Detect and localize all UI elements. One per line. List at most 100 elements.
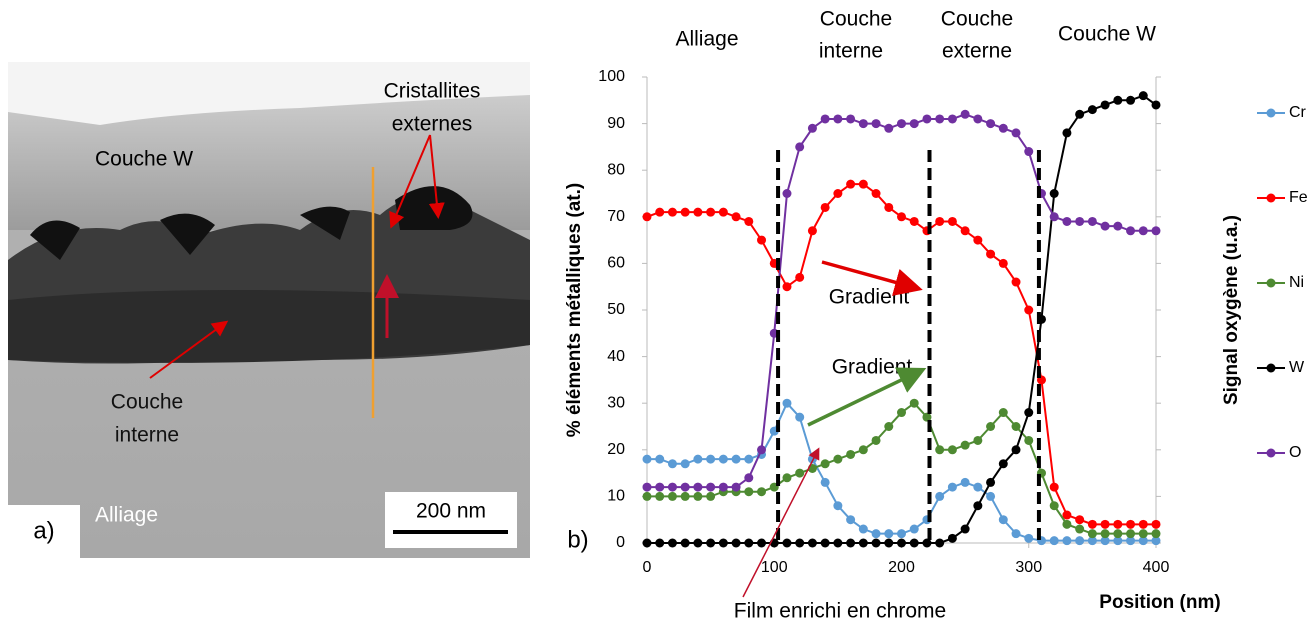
data-point (846, 449, 856, 459)
data-point (820, 202, 830, 212)
data-point (1062, 510, 1072, 520)
data-point (757, 487, 767, 497)
data-point (680, 482, 690, 492)
data-point (1075, 216, 1085, 226)
data-point (986, 249, 996, 259)
data-point (935, 216, 945, 226)
series-line (646, 183, 1156, 526)
data-point (947, 482, 957, 492)
data-point (1011, 128, 1021, 138)
zone-label: interne (819, 40, 883, 63)
data-point (718, 454, 728, 464)
data-point (935, 491, 945, 501)
data-point (947, 445, 957, 455)
data-point (731, 212, 741, 222)
data-point (1126, 536, 1136, 546)
arrow (807, 367, 927, 427)
annotation: Gradient (832, 356, 913, 379)
layer-label: Couche (111, 391, 183, 414)
data-point (1113, 536, 1123, 546)
data-point (1075, 536, 1085, 546)
data-point (871, 538, 881, 548)
data-point (1087, 536, 1097, 546)
data-point (795, 538, 805, 548)
data-point (782, 538, 792, 548)
data-point (909, 538, 919, 548)
data-point (693, 491, 703, 501)
data-point (960, 109, 970, 119)
data-point (680, 459, 690, 469)
data-point (884, 529, 894, 539)
legend-label: W (1289, 359, 1305, 376)
data-point (706, 482, 716, 492)
data-point (1138, 226, 1148, 236)
series-line (647, 94, 1157, 544)
data-point (718, 538, 728, 548)
data-point (680, 207, 690, 217)
data-point (820, 538, 830, 548)
data-point (1062, 216, 1072, 226)
plot: 0 10 20 30 40 50 60 70 80 90 100 0 100 200 300 400 Cr Fe N… (598, 68, 1307, 576)
data-point (871, 119, 881, 129)
data-point (973, 501, 983, 511)
y-tick-label: 80 (607, 161, 625, 178)
y-tick-label: 100 (598, 68, 625, 85)
legend-label: O (1289, 444, 1301, 461)
data-point (909, 398, 919, 408)
data-point (871, 189, 881, 198)
data-point (833, 454, 843, 464)
legend-marker (1266, 193, 1276, 203)
micrograph: Couche W Cristallites externes Couche in… (8, 62, 530, 558)
data-point (1151, 529, 1161, 539)
data-point (833, 114, 843, 124)
data-point (1138, 91, 1148, 101)
data-point (782, 189, 792, 198)
data-point (782, 282, 792, 292)
zone-label: Couche (941, 8, 1013, 31)
x-tick-label: 0 (643, 559, 652, 576)
data-point (744, 454, 754, 464)
data-point (757, 235, 767, 245)
data-point (1087, 216, 1097, 226)
data-point (706, 538, 716, 548)
data-point (884, 202, 894, 212)
data-point (1087, 529, 1097, 539)
layer-label: externes (392, 113, 473, 136)
data-point (744, 538, 754, 548)
data-point (642, 491, 652, 501)
data-point (1011, 445, 1021, 455)
data-point (1100, 519, 1110, 529)
data-point (820, 114, 830, 124)
data-point (884, 538, 894, 548)
data-point (897, 119, 906, 129)
data-point (1126, 519, 1136, 529)
data-point (846, 538, 856, 548)
data-point (807, 226, 817, 236)
data-point (731, 538, 741, 548)
data-point (871, 435, 881, 445)
data-point (1049, 536, 1059, 546)
data-point (1100, 529, 1110, 539)
data-point (947, 533, 957, 543)
data-point (1024, 435, 1034, 445)
panel-label: a) (33, 517, 54, 544)
data-point (655, 482, 665, 492)
data-point (642, 212, 652, 222)
data-point (693, 538, 703, 548)
data-point (642, 454, 652, 464)
annotation: Film enrichi en chrome (734, 600, 946, 623)
data-point (858, 119, 868, 129)
y-tick-label: 40 (607, 348, 625, 365)
data-point (706, 491, 716, 501)
data-point (973, 435, 983, 445)
data-point (1100, 536, 1110, 546)
data-point (795, 412, 805, 422)
data-point (744, 473, 754, 483)
data-point (935, 445, 945, 455)
data-point (744, 487, 754, 497)
data-point (667, 207, 677, 217)
data-point (897, 538, 906, 548)
data-point (693, 207, 703, 217)
data-point (1011, 277, 1021, 287)
data-point (655, 454, 665, 464)
